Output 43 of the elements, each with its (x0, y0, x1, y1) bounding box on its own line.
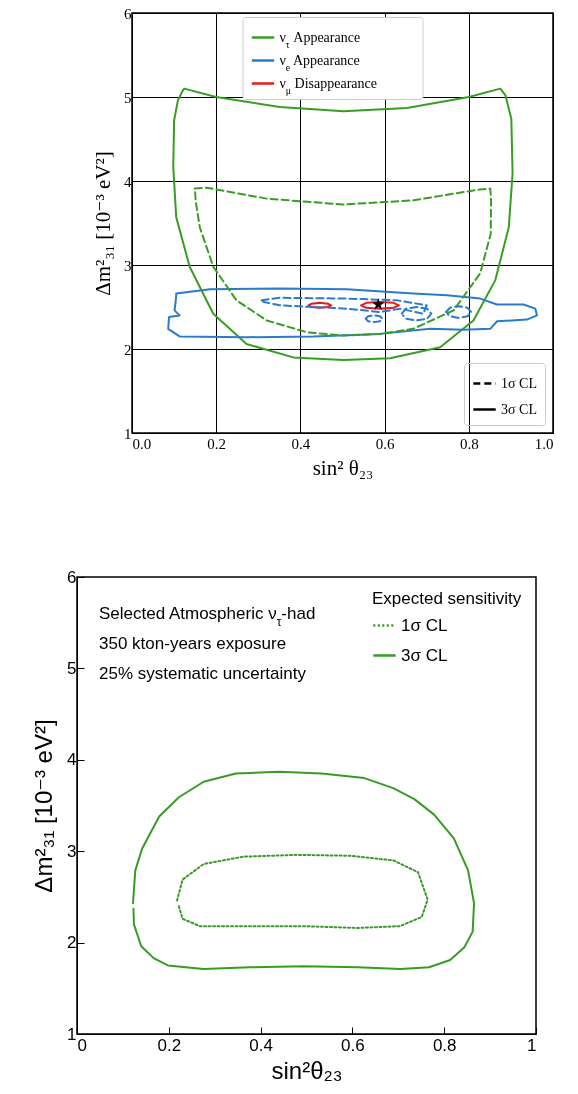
y-tick-label: 6 (67, 567, 77, 587)
x-tick-label: 0.6 (341, 1035, 365, 1055)
y-tick-label: 6 (124, 5, 132, 22)
x-tick-label: 0 (77, 1035, 87, 1055)
x-tick-label: 0.4 (249, 1035, 273, 1055)
y-axis-title: Δm²₃₁ [10⁻³ eV²] (91, 151, 115, 296)
legend-label: 1σ CL (401, 615, 448, 635)
legend-label: ν$_{τ}$ Appearance (279, 29, 361, 49)
x-tick-label: 0.4 (291, 435, 311, 452)
annotation: 3σ CL (501, 401, 537, 417)
x-axis-title: sin²θ₂₃ (271, 1056, 343, 1084)
annotation: 1σ CL (501, 375, 537, 391)
legend-label: ν$_{μ}$ Disappearance (279, 75, 378, 95)
legend-label: 3σ CL (401, 645, 448, 665)
y-tick-label: 4 (67, 750, 77, 770)
annotation: Selected Atmospheric ν$_{τ}$-had (99, 604, 316, 629)
line-series (364, 314, 384, 324)
x-tick-label: 1.0 (534, 435, 554, 452)
legend-label: ν$_{e}$ Appearance (279, 52, 360, 72)
x-tick-label: 0.0 (132, 435, 152, 452)
x-tick-label: 0.6 (375, 435, 395, 452)
x-tick-label: 1 (527, 1035, 537, 1055)
annotation: 350 kton-years exposure (99, 634, 287, 653)
line-series (445, 305, 473, 319)
x-tick-label: 0.2 (207, 435, 227, 452)
line-series (167, 287, 538, 339)
y-axis-title: Δm²₃₁ [10⁻³ eV²] (30, 719, 58, 893)
line-series (360, 300, 400, 310)
x-axis-title: sin² θ₂₃ (312, 455, 374, 480)
legend-title: Expected sensitivity (372, 589, 522, 608)
y-tick-label: 2 (67, 933, 77, 953)
y-tick-label: 5 (67, 658, 77, 678)
y-tick-label: 5 (124, 89, 132, 106)
line-series (176, 853, 429, 929)
line-series (132, 770, 476, 971)
y-tick-label: 3 (124, 257, 132, 274)
line-series (193, 186, 493, 337)
x-tick-label: 0.8 (459, 435, 479, 452)
annotation: 25% systematic uncertainty (99, 664, 307, 683)
y-tick-label: 3 (67, 841, 77, 861)
x-tick-label: 0.2 (157, 1035, 182, 1055)
y-tick-label: 2 (124, 341, 132, 358)
x-tick-label: 0.8 (432, 1035, 457, 1055)
